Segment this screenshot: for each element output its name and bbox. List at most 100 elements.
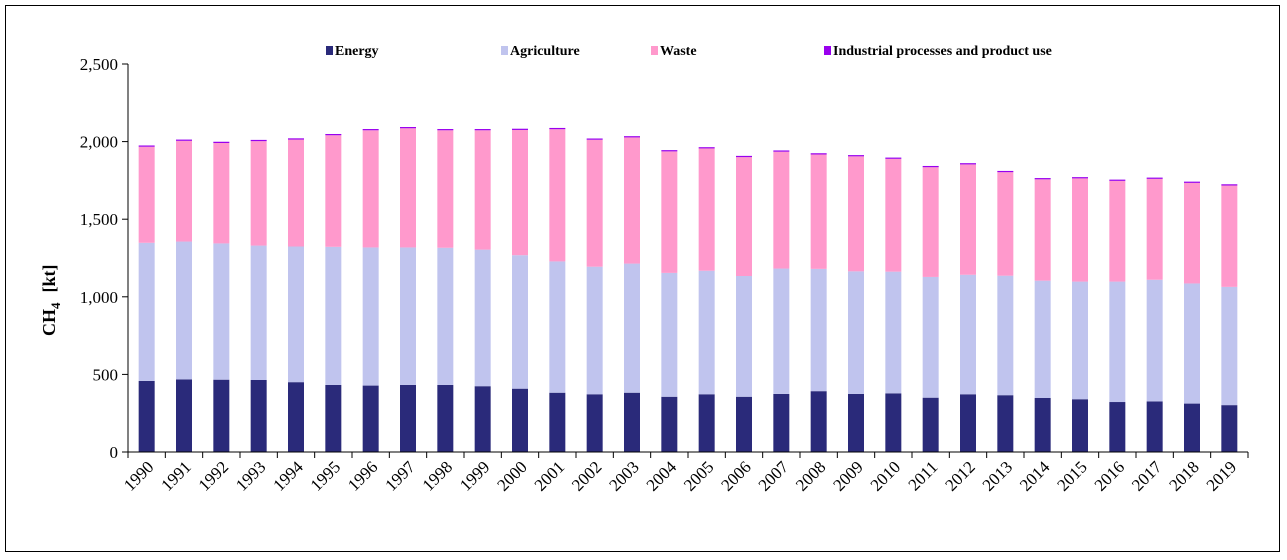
bar-segment-waste [997, 172, 1014, 276]
bar-segment-industrial-processes-and-product-use [736, 155, 752, 158]
legend-swatch [651, 46, 658, 55]
bar-segment-waste [176, 140, 192, 242]
bar-segment-waste [1109, 180, 1126, 282]
bar-segment-energy [437, 384, 454, 452]
bar-segment-waste [138, 146, 155, 243]
x-tick-label: 2011 [904, 457, 941, 494]
bar-segment-industrial-processes-and-product-use [960, 163, 976, 165]
bar-segment-industrial-processes-and-product-use [437, 129, 454, 131]
bar-segment-industrial-processes-and-product-use [288, 138, 304, 140]
bar-segment-agriculture [997, 275, 1014, 396]
x-tick-label: 1990 [120, 457, 157, 494]
bar-segment-agriculture [288, 246, 304, 383]
x-tick-label: 2008 [792, 457, 829, 494]
x-tick-label: 1994 [269, 457, 307, 495]
bar-segment-agriculture [661, 272, 678, 397]
bar-segment-waste [549, 129, 566, 262]
x-tick-label: 2019 [1203, 457, 1240, 494]
x-tick-label: 1993 [232, 457, 269, 494]
bar-segment-energy [773, 393, 790, 452]
bar-segment-energy [213, 379, 230, 452]
bar-segment-waste [922, 167, 939, 277]
bar-segment-agriculture [1109, 281, 1126, 403]
bar-segment-industrial-processes-and-product-use [1034, 178, 1051, 180]
legend-label: Agriculture [510, 44, 580, 59]
bar-segment-industrial-processes-and-product-use [624, 136, 640, 138]
bar-segment-industrial-processes-and-product-use [698, 147, 715, 149]
bar-segment-waste [325, 135, 342, 247]
legend-swatch [824, 46, 831, 55]
bar-segment-waste [1072, 178, 1088, 282]
bar-segment-waste [1221, 185, 1238, 287]
bar-segment-waste [586, 139, 603, 267]
bar-segment-waste [474, 130, 491, 250]
x-tick-label: 2016 [1091, 457, 1128, 494]
bar-segment-agriculture [549, 261, 566, 393]
x-tick-label: 1996 [344, 457, 381, 494]
bar-segment-waste [437, 130, 454, 248]
bar-segment-industrial-processes-and-product-use [474, 129, 491, 131]
x-tick-label: 2014 [1016, 457, 1054, 495]
bar-segment-waste [698, 148, 715, 271]
legend-swatch [501, 46, 508, 55]
x-tick-label: 2015 [1053, 457, 1090, 494]
y-tick-label: 2,000 [80, 133, 118, 152]
bar-segment-industrial-processes-and-product-use [1109, 179, 1126, 181]
bar-segment-industrial-processes-and-product-use [661, 150, 678, 152]
bar-segment-energy [250, 379, 267, 452]
bar-segment-waste [810, 154, 827, 269]
bar-segment-energy [549, 392, 566, 452]
bar-segment-agriculture [138, 242, 155, 381]
bar-segment-agriculture [586, 266, 603, 395]
bar-segment-energy [624, 392, 640, 452]
legend-label: Energy [335, 44, 379, 59]
x-tick-label: 2003 [605, 457, 642, 494]
y-axis-title-main: CH [39, 309, 59, 336]
x-tick-label: 1998 [419, 457, 456, 494]
x-tick-label: 1997 [381, 457, 419, 495]
bar-segment-industrial-processes-and-product-use [885, 157, 902, 159]
bar-segment-energy [698, 394, 715, 452]
bar-segment-energy [736, 396, 752, 452]
bar-segment-waste [213, 142, 230, 244]
x-tick-label: 2006 [717, 457, 754, 494]
bar-segment-waste [512, 129, 528, 256]
bar-segment-industrial-processes-and-product-use [325, 133, 342, 136]
bar-segment-waste [885, 158, 902, 272]
x-axis: 1990 1991 1992 1993 1994 1995 1996 1997 1998 1999… [120, 451, 1249, 495]
bar-segment-energy [997, 395, 1014, 452]
legend-label: Industrial processes and product use [833, 44, 1052, 59]
bar-segment-agriculture [736, 276, 752, 397]
bar-segment-industrial-processes-and-product-use [176, 139, 192, 141]
bar-segment-agriculture [624, 263, 640, 393]
bar-segment-industrial-processes-and-product-use [1221, 184, 1238, 186]
bar-segment-energy [1072, 399, 1088, 452]
legend-label: Waste [660, 44, 697, 59]
x-tick-label: 2007 [755, 457, 793, 495]
bar-segment-agriculture [960, 274, 976, 395]
bar-segment-energy [922, 397, 939, 452]
bar-segment-agriculture [1034, 280, 1051, 398]
bar-segment-agriculture [325, 246, 342, 385]
bar-segment-agriculture [250, 245, 267, 380]
bar-segment-waste [1146, 178, 1163, 280]
bar-segment-waste [400, 128, 416, 248]
bar-segment-energy [810, 391, 827, 452]
bar-segment-industrial-processes-and-product-use [848, 155, 864, 157]
bar-segment-industrial-processes-and-product-use [250, 139, 267, 142]
bar-segment-industrial-processes-and-product-use [586, 138, 603, 140]
bar-segment-energy [400, 384, 416, 452]
bar-segment-energy [1146, 401, 1163, 452]
x-tick-label: 2002 [568, 457, 605, 494]
bar-segment-agriculture [1072, 281, 1088, 400]
bar-segment-energy [1221, 405, 1238, 452]
y-axis-title-unit: [kt] [39, 265, 59, 293]
x-tick-label: 2009 [829, 457, 866, 494]
bar-segment-waste [848, 156, 864, 272]
bar-segment-agriculture [848, 271, 864, 394]
bar-segment-agriculture [810, 268, 827, 392]
bar-segment-industrial-processes-and-product-use [549, 127, 566, 130]
bar-segment-energy [885, 393, 902, 452]
bar-segment-energy [474, 386, 491, 452]
